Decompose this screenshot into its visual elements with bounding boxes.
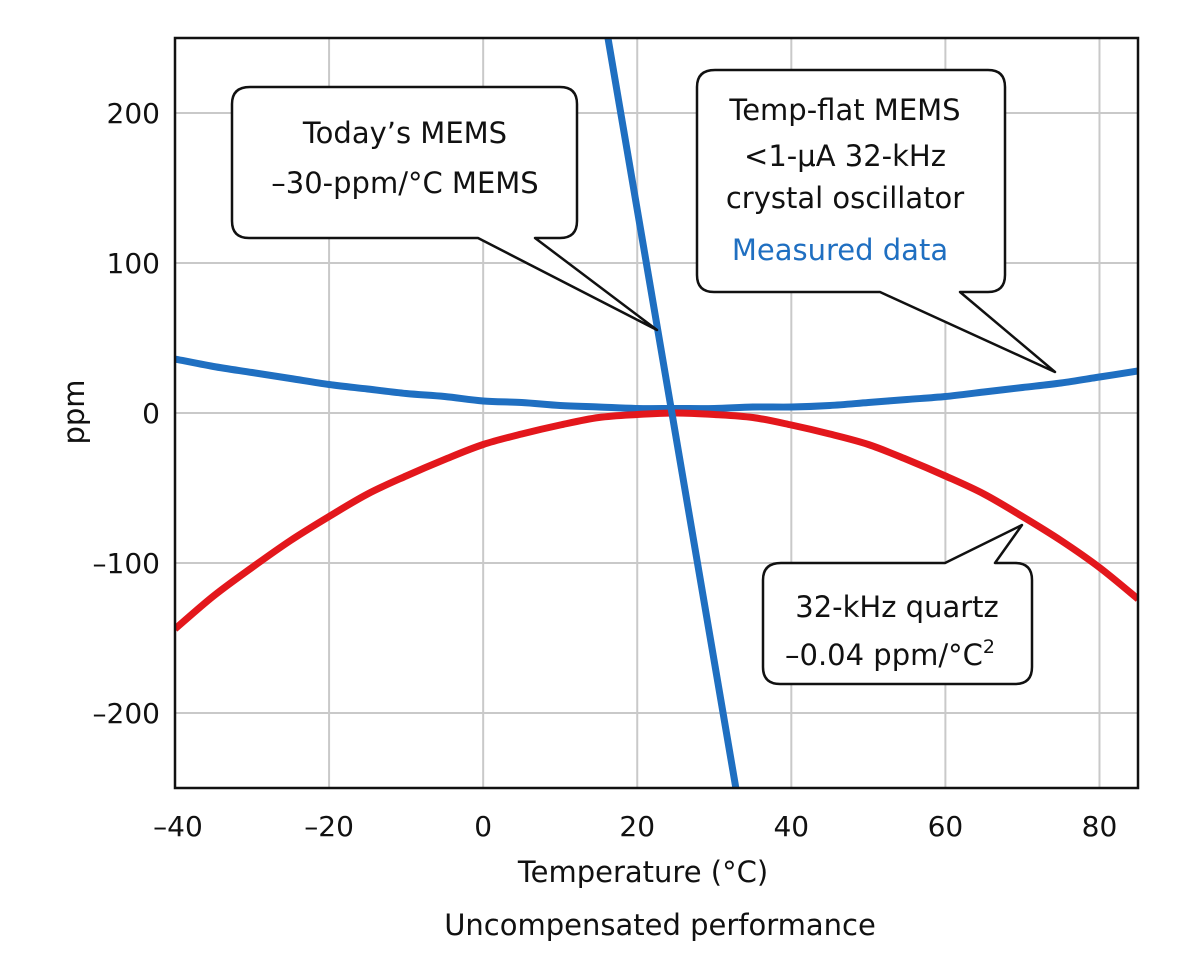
x-axis-label: Temperature (°C) — [517, 855, 768, 889]
callout-quartz-superscript: 2 — [983, 636, 995, 658]
series-line-1 — [175, 409, 1138, 632]
chart-caption: Uncompensated performance — [444, 908, 876, 942]
callout-temp-flat-line3: crystal oscillator — [726, 181, 964, 215]
callout-quartz-line2: –0.04 ppm/°C2 — [785, 636, 995, 672]
callout-temp-flat: Temp-flat MEMS <1-μA 32-kHz crystal osci… — [695, 68, 1057, 374]
callout-quartz-line1: 32-kHz quartz — [795, 590, 998, 624]
x-tick-label: 60 — [928, 810, 964, 843]
y-axis-label: ppm — [57, 379, 91, 444]
callout-quartz-unit: –0.04 ppm/°C — [785, 638, 983, 672]
callout-temp-flat-line1: Temp-flat MEMS — [728, 93, 960, 127]
callout-temp-flat-line2: <1-μA 32-kHz — [744, 139, 946, 173]
y-tick-label: 0 — [142, 397, 160, 430]
plot-frame — [173, 36, 1140, 790]
y-tick-label: –100 — [93, 547, 160, 580]
callout-measured-data: Measured data — [732, 233, 948, 267]
x-tick-label: –20 — [304, 810, 354, 843]
callout-todays-mems-line1: Today’s MEMS — [302, 116, 507, 150]
x-tick-label: 20 — [619, 810, 655, 843]
x-tick-label: –40 — [153, 810, 203, 843]
x-tick-label: 80 — [1082, 810, 1118, 843]
callout-todays-mems: Today’s MEMS –30-ppm/°C MEMS — [230, 85, 659, 332]
y-tick-label: –200 — [93, 697, 160, 730]
series-line-2 — [604, 38, 740, 788]
x-tick-label: 40 — [773, 810, 809, 843]
y-tick-label: 100 — [107, 247, 160, 280]
callout-quartz: 32-kHz quartz –0.04 ppm/°C2 — [761, 523, 1034, 686]
series-line-0 — [175, 355, 1138, 413]
callout-todays-mems-line2: –30-ppm/°C MEMS — [271, 166, 538, 200]
x-tick-label: 0 — [474, 810, 492, 843]
series-layer — [175, 38, 1138, 788]
y-tick-label: 200 — [107, 97, 160, 130]
